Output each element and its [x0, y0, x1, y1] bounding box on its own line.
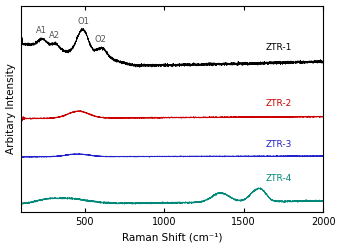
Text: ZTR-3: ZTR-3	[266, 140, 292, 149]
Y-axis label: Arbitary Intensity: Arbitary Intensity	[5, 63, 16, 154]
X-axis label: Raman Shift (cm⁻¹): Raman Shift (cm⁻¹)	[122, 232, 222, 243]
Text: A2: A2	[49, 31, 60, 40]
Text: ZTR-4: ZTR-4	[266, 174, 292, 183]
Text: A1: A1	[36, 26, 47, 35]
Text: O1: O1	[77, 17, 89, 26]
Text: O2: O2	[95, 35, 106, 44]
Text: ZTR-2: ZTR-2	[266, 98, 292, 108]
Text: ZTR-1: ZTR-1	[266, 43, 292, 52]
